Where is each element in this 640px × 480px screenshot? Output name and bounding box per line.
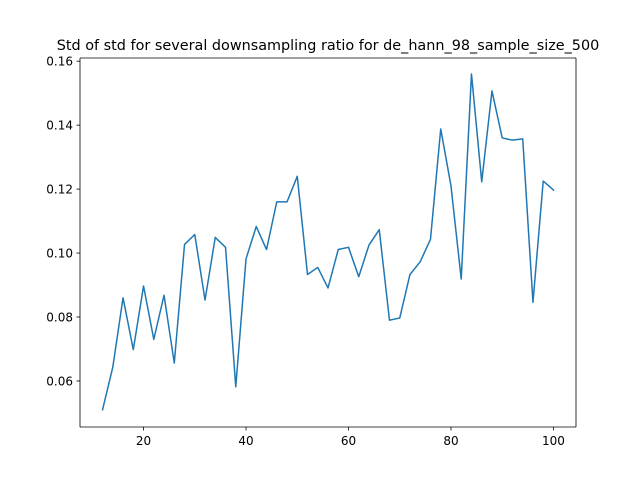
- y-tick-label: 0.12: [46, 182, 73, 196]
- x-tick-label: 60: [341, 434, 356, 448]
- x-tick-label: 40: [238, 434, 253, 448]
- chart-title: Std of std for several downsampling rati…: [57, 38, 600, 54]
- y-tick-label: 0.10: [46, 246, 73, 260]
- y-tick-label: 0.08: [46, 310, 73, 324]
- x-tick-label: 80: [443, 434, 458, 448]
- y-tick-label: 0.16: [46, 54, 73, 68]
- y-tick-label: 0.06: [46, 374, 73, 388]
- x-tick-label: 100: [542, 434, 565, 448]
- y-tick-label: 0.14: [46, 118, 73, 132]
- series-line-0: [101, 73, 555, 411]
- x-tick-label: 20: [136, 434, 151, 448]
